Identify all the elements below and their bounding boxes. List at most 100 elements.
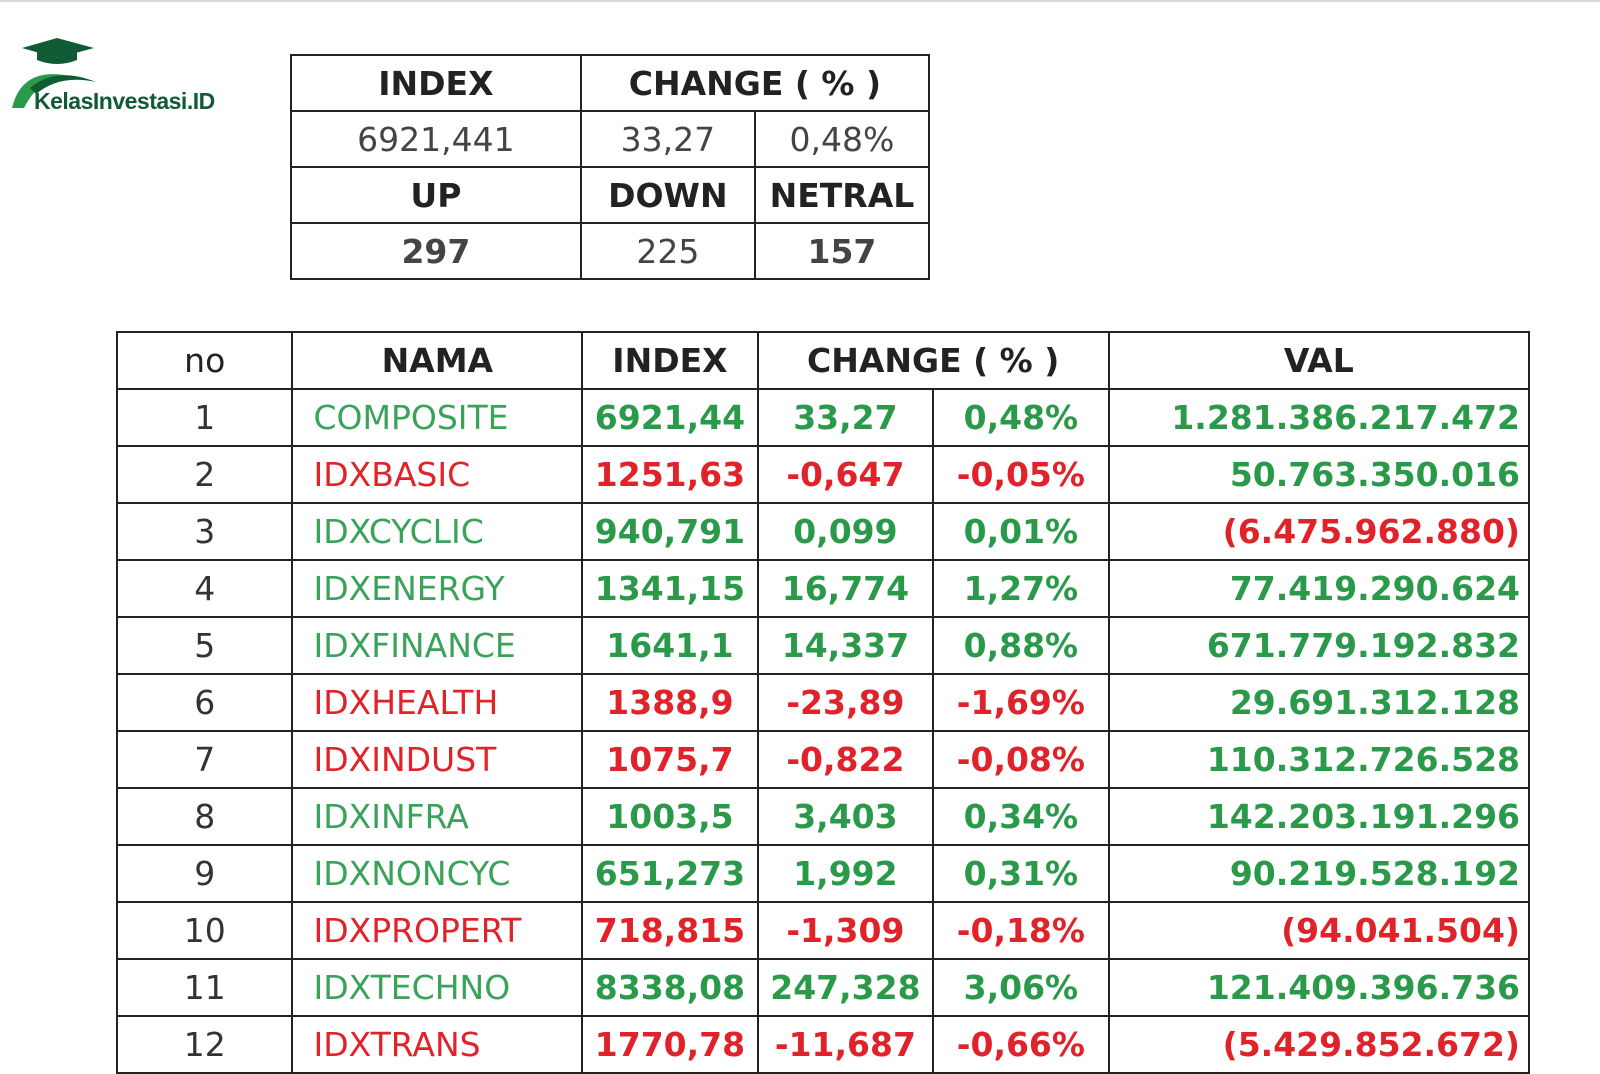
- cell-change: 33,27: [756, 388, 935, 447]
- cell-change: 16,774: [756, 559, 935, 618]
- cell-val: 671.779.192.832: [1107, 616, 1531, 675]
- table-row: 1 COMPOSITE 6921,44 33,27 0,48% 1.281.386.217…: [115, 388, 1531, 447]
- summary-table: INDEX CHANGE ( % ) 6921,441 33,27 0,48% …: [290, 54, 931, 280]
- cell-nama: COMPOSITE: [291, 388, 584, 447]
- cell-val: (5.429.852.672): [1107, 1015, 1531, 1074]
- cell-val: 77.419.290.624: [1107, 559, 1531, 618]
- table-row: 12 IDXTRANS 1770,78 -11,687 -0,66% (5.429.852…: [115, 1015, 1531, 1074]
- cell-index: 6921,44: [581, 388, 759, 447]
- cell-val: (94.041.504): [1107, 901, 1531, 960]
- cell-nama: IDXNONCYC: [291, 844, 584, 903]
- cell-index: 718,815: [581, 901, 759, 960]
- logo: KelasInvestasi.ID: [10, 36, 240, 116]
- down-header: DOWN: [579, 166, 756, 224]
- cell-index: 1770,78: [581, 1015, 759, 1074]
- table-row: 3 IDXCYCLIC 940,791 0,099 0,01% (6.475.962.88…: [115, 502, 1531, 561]
- col-index-header: INDEX: [581, 331, 759, 390]
- cell-no: 2: [115, 445, 294, 504]
- cell-val: (6.475.962.880): [1107, 502, 1531, 561]
- cell-no: 7: [115, 730, 294, 789]
- cell-index: 8338,08: [581, 958, 759, 1017]
- cell-change: -1,309: [756, 901, 935, 960]
- cell-nama: IDXTRANS: [291, 1015, 584, 1074]
- cell-change-pct: -1,69%: [932, 673, 1110, 732]
- col-change-header: CHANGE ( % ): [756, 331, 1110, 390]
- cell-change-pct: 3,06%: [932, 958, 1110, 1017]
- cell-change-pct: -0,05%: [932, 445, 1110, 504]
- cell-val: 1.281.386.217.472: [1107, 388, 1531, 447]
- table-row: 8 IDXINFRA 1003,5 3,403 0,34% 142.203.191.296: [115, 787, 1531, 846]
- cell-change: -23,89: [756, 673, 935, 732]
- cell-change-pct: 0,34%: [932, 787, 1110, 846]
- summary-value-row: 6921,441 33,27 0,48%: [290, 110, 931, 168]
- cell-change: 3,403: [756, 787, 935, 846]
- cell-change: -11,687: [756, 1015, 935, 1074]
- summary-header-row: INDEX CHANGE ( % ): [290, 54, 931, 112]
- cell-change: 0,099: [756, 502, 935, 561]
- cell-change: 14,337: [756, 616, 935, 675]
- cell-change-pct: 0,48%: [932, 388, 1110, 447]
- cell-val: 50.763.350.016: [1107, 445, 1531, 504]
- table-row: 7 IDXINDUST 1075,7 -0,822 -0,08% 110.312.726.…: [115, 730, 1531, 789]
- netral-header: NETRAL: [753, 166, 931, 224]
- up-value: 297: [290, 222, 582, 280]
- cell-nama: IDXPROPERT: [291, 901, 584, 960]
- breadth-value-row: 297 225 157: [290, 222, 931, 280]
- cell-change-pct: -0,66%: [932, 1015, 1110, 1074]
- cell-change-pct: -0,08%: [932, 730, 1110, 789]
- table-body: 1 COMPOSITE 6921,44 33,27 0,48% 1.281.386.217…: [115, 388, 1531, 1074]
- cell-val: 90.219.528.192: [1107, 844, 1531, 903]
- cell-val: 121.409.396.736: [1107, 958, 1531, 1017]
- col-val-header: VAL: [1107, 331, 1531, 390]
- table-row: 2 IDXBASIC 1251,63 -0,647 -0,05% 50.763.350.0…: [115, 445, 1531, 504]
- table-row: 9 IDXNONCYC 651,273 1,992 0,31% 90.219.528.19…: [115, 844, 1531, 903]
- cell-nama: IDXTECHNO: [291, 958, 584, 1017]
- cell-index: 1003,5: [581, 787, 759, 846]
- cell-nama: IDXBASIC: [291, 445, 584, 504]
- graduation-cap-icon: [12, 38, 96, 108]
- down-value: 225: [579, 222, 756, 280]
- cell-no: 1: [115, 388, 294, 447]
- cell-change-pct: 0,31%: [932, 844, 1110, 903]
- top-border: [0, 0, 1600, 2]
- col-nama-header: NAMA: [291, 331, 584, 390]
- summary-change-pct: 0,48%: [753, 110, 931, 168]
- cell-val: 29.691.312.128: [1107, 673, 1531, 732]
- cell-change: -0,822: [756, 730, 935, 789]
- breadth-header-row: UP DOWN NETRAL: [290, 166, 931, 224]
- summary-change-value: 33,27: [579, 110, 756, 168]
- cell-change: -0,647: [756, 445, 935, 504]
- cell-change-pct: 0,88%: [932, 616, 1110, 675]
- cell-nama: IDXCYCLIC: [291, 502, 584, 561]
- cell-no: 5: [115, 616, 294, 675]
- cell-change-pct: 1,27%: [932, 559, 1110, 618]
- cell-no: 11: [115, 958, 294, 1017]
- cell-index: 651,273: [581, 844, 759, 903]
- cell-index: 1641,1: [581, 616, 759, 675]
- table-row: 4 IDXENERGY 1341,15 16,774 1,27% 77.419.290.6…: [115, 559, 1531, 618]
- cell-no: 8: [115, 787, 294, 846]
- cell-index: 1388,9: [581, 673, 759, 732]
- cell-change-pct: 0,01%: [932, 502, 1110, 561]
- cell-val: 142.203.191.296: [1107, 787, 1531, 846]
- sector-index-table: no NAMA INDEX CHANGE ( % ) VAL 1 COMPOSIT…: [115, 331, 1531, 1074]
- brand-name: KelasInvestasi.ID: [34, 88, 215, 114]
- cell-index: 1251,63: [581, 445, 759, 504]
- summary-change-header: CHANGE ( % ): [579, 54, 931, 112]
- cell-no: 3: [115, 502, 294, 561]
- cell-nama: IDXHEALTH: [291, 673, 584, 732]
- col-no-header: no: [115, 331, 294, 390]
- cell-index: 1075,7: [581, 730, 759, 789]
- netral-value: 157: [753, 222, 931, 280]
- cell-no: 10: [115, 901, 294, 960]
- cell-no: 4: [115, 559, 294, 618]
- cell-no: 12: [115, 1015, 294, 1074]
- cell-change-pct: -0,18%: [932, 901, 1110, 960]
- up-header: UP: [290, 166, 582, 224]
- cell-nama: IDXFINANCE: [291, 616, 584, 675]
- cell-index: 1341,15: [581, 559, 759, 618]
- cell-no: 6: [115, 673, 294, 732]
- cell-nama: IDXINDUST: [291, 730, 584, 789]
- table-row: 11 IDXTECHNO 8338,08 247,328 3,06% 121.409.39…: [115, 958, 1531, 1017]
- cell-val: 110.312.726.528: [1107, 730, 1531, 789]
